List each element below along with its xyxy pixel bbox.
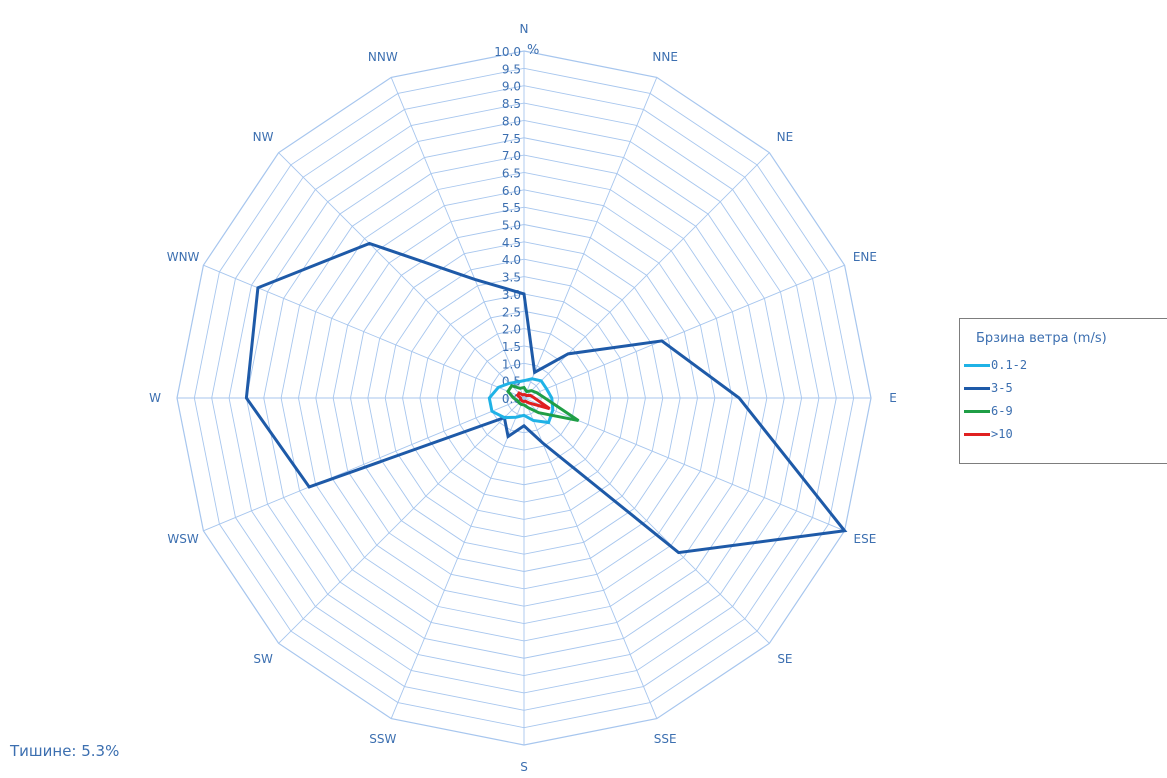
legend-swatch	[964, 409, 990, 413]
r-tick-label: 8.5	[502, 97, 521, 111]
r-tick-label: 8.0	[502, 114, 521, 128]
legend-label: >10	[991, 427, 1013, 441]
legend-item: 6-9	[964, 401, 1013, 421]
direction-label-e: E	[889, 391, 897, 405]
direction-label-ssw: SSW	[369, 732, 396, 746]
r-tick-label: 3.5	[502, 271, 521, 285]
grid-spoke	[203, 264, 525, 399]
r-tick-label: 10.0	[494, 45, 521, 59]
r-tick-label: 6.0	[502, 184, 521, 198]
direction-label-wnw: WNW	[167, 250, 200, 264]
r-tick-label: 9.5	[502, 62, 521, 76]
direction-label-nw: NW	[253, 130, 274, 144]
direction-label-wsw: WSW	[167, 532, 198, 546]
r-tick-label: 2.5	[502, 305, 521, 319]
r-tick-label: 4.0	[502, 253, 521, 267]
grid-spoke	[523, 77, 658, 399]
direction-label-ene: ENE	[853, 250, 877, 264]
r-tick-label: 5.0	[502, 219, 521, 233]
direction-label-se: SE	[777, 652, 792, 666]
grid-spoke	[523, 152, 770, 399]
direction-label-nnw: NNW	[368, 50, 398, 64]
r-tick-label: 6.5	[502, 166, 521, 180]
grid-spoke	[523, 397, 770, 644]
legend-title: Брзина ветра (m/s)	[976, 331, 1107, 346]
grid-spoke	[203, 397, 525, 532]
r-tick-label: 5.5	[502, 201, 521, 215]
grid	[176, 50, 872, 746]
legend: Брзина ветра (m/s) 0.1-2 3-5 6-9 >10	[959, 318, 1167, 464]
series-line-2	[506, 383, 580, 423]
grid-spoke	[523, 264, 845, 399]
direction-label-sse: SSE	[654, 732, 677, 746]
series-line-0	[487, 377, 555, 425]
r-tick-label: 7.5	[502, 132, 521, 146]
legend-item: 0.1-2	[964, 355, 1027, 375]
r-tick-label: 1.0	[502, 357, 521, 371]
direction-label-nne: NNE	[652, 50, 678, 64]
series-line-1	[244, 241, 848, 555]
legend-label: 0.1-2	[991, 358, 1028, 372]
grid-spoke	[390, 77, 525, 399]
unit-label: %	[527, 43, 539, 58]
legend-item: 3-5	[964, 378, 1013, 398]
series-line-3	[515, 391, 551, 411]
r-tick-label: 7.0	[502, 149, 521, 163]
grid-spoke	[278, 152, 525, 399]
legend-swatch	[964, 386, 990, 390]
legend-swatch	[964, 363, 990, 367]
direction-label-sw: SW	[253, 652, 273, 666]
direction-label-ese: ESE	[854, 532, 877, 546]
direction-label-s: S	[520, 760, 528, 774]
r-tick-label: 4.5	[502, 236, 521, 250]
direction-label-ne: NE	[777, 130, 794, 144]
calm-percentage: Тишине: 5.3%	[10, 742, 120, 760]
r-tick-label: 9.0	[502, 80, 521, 94]
legend-label: 6-9	[991, 404, 1013, 418]
direction-label-w: W	[149, 391, 161, 405]
legend-item: >10	[964, 424, 1013, 444]
direction-label-n: N	[520, 22, 529, 36]
legend-label: 3-5	[991, 381, 1013, 395]
legend-swatch	[964, 432, 990, 436]
grid-spoke	[278, 397, 525, 644]
r-tick-label: 2.0	[502, 323, 521, 337]
r-tick-label: 1.5	[502, 340, 521, 354]
grid-spoke	[390, 397, 525, 719]
grid-spoke	[523, 397, 658, 719]
